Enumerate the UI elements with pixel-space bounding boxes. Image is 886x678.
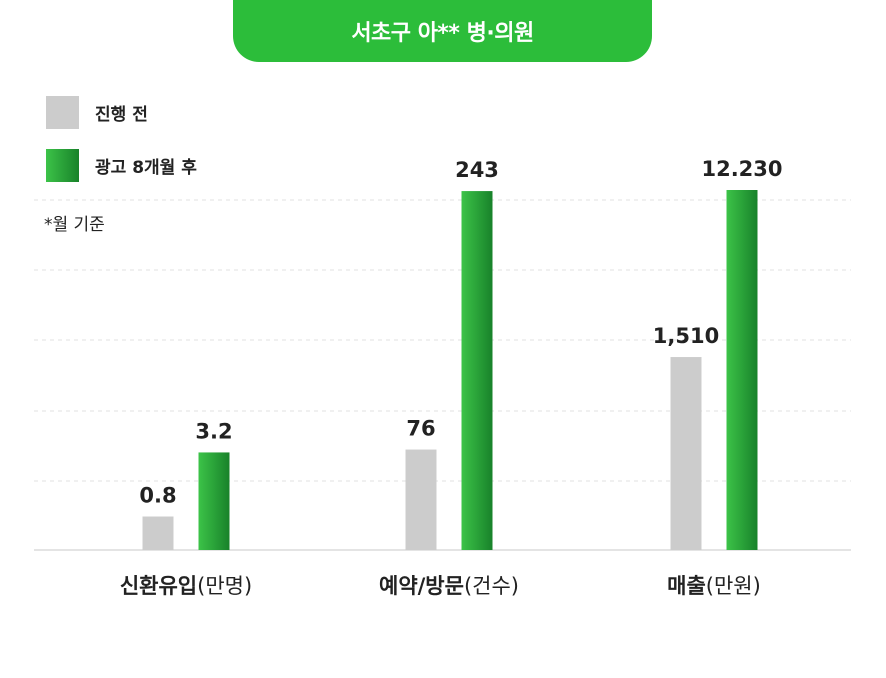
category-main-2: 매출 xyxy=(667,574,706,598)
data-label-2-1: 12.230 xyxy=(701,157,782,181)
bar-2-1 xyxy=(726,190,758,550)
category-main-0: 신환유입 xyxy=(120,574,197,598)
legend-item-after: 광고 8개월 후 xyxy=(46,149,197,182)
data-labels: 0.8 3.2 76 243 1,510 12.230 xyxy=(139,157,782,508)
data-label-1-0: 76 xyxy=(406,417,435,441)
data-label-1-1: 243 xyxy=(455,158,499,182)
legend-swatch-before xyxy=(46,96,79,129)
data-label-0-1: 3.2 xyxy=(195,419,232,443)
category-unit-2: (만원) xyxy=(706,574,761,598)
chart-title: 서초구 아** 병·의원 xyxy=(351,21,534,46)
legend-item-before: 진행 전 xyxy=(46,96,148,129)
bar-0-1 xyxy=(198,452,230,550)
category-label-1: 예약/방문(건수) xyxy=(379,574,519,598)
legend-label-after: 광고 8개월 후 xyxy=(95,158,197,178)
chart-title-banner: 서초구 아** 병·의원 xyxy=(233,0,652,62)
bar-1-0 xyxy=(405,449,437,550)
legend-label-before: 진행 전 xyxy=(95,105,148,125)
bars xyxy=(142,190,758,550)
category-unit-0: (만명) xyxy=(197,574,252,598)
unit-note: *월 기준 xyxy=(44,215,105,235)
grid-lines xyxy=(34,199,851,551)
legend-swatch-after xyxy=(46,149,79,182)
bar-0-0 xyxy=(142,516,174,550)
category-label-2: 매출(만원) xyxy=(667,574,761,598)
category-unit-1: (건수) xyxy=(464,574,519,598)
category-main-1: 예약/방문 xyxy=(379,574,464,598)
bar-2-0 xyxy=(670,357,702,550)
category-labels: 신환유입(만명) 예약/방문(건수) 매출(만원) xyxy=(120,574,761,598)
data-label-2-0: 1,510 xyxy=(653,324,719,348)
bar-1-1 xyxy=(461,191,493,550)
data-label-0-0: 0.8 xyxy=(139,484,176,508)
category-label-0: 신환유입(만명) xyxy=(120,574,252,598)
